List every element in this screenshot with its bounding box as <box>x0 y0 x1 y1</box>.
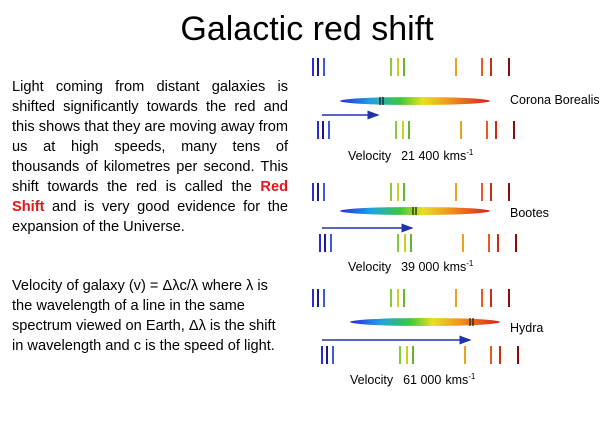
text: 61 000 <box>403 373 441 387</box>
text: 39 000 <box>401 260 439 274</box>
text: Light coming from distant galaxies is sh… <box>12 79 288 195</box>
spectrum <box>350 318 500 326</box>
text: kms <box>443 149 466 163</box>
text: -1 <box>468 372 476 381</box>
text: -1 <box>466 259 474 268</box>
text: kms <box>445 373 468 387</box>
text: -1 <box>466 148 474 157</box>
paragraph: Light coming from distant galaxies is sh… <box>12 77 288 237</box>
text: Velocity <box>348 260 392 274</box>
velocity-label: Velocity 39 000 kms-1 <box>348 259 474 274</box>
text: and is very good evidence for the expans… <box>12 199 288 235</box>
text: 21 400 <box>401 149 439 163</box>
highlight: Red Shift <box>12 179 288 215</box>
galaxy-name: Hydra <box>510 321 543 335</box>
velocity-label: Velocity 21 400 kms-1 <box>348 148 474 163</box>
galaxy-name: Corona Borealis <box>510 93 600 107</box>
text: Velocity <box>350 373 394 387</box>
text: Velocity <box>348 149 392 163</box>
slide-title: Galactic red shift <box>180 10 434 48</box>
paragraph: Velocity of galaxy (v) = Δλc/λ where λ i… <box>12 278 276 354</box>
text: kms <box>443 260 466 274</box>
galaxy-name: Bootes <box>510 206 549 220</box>
spectrum <box>340 97 490 105</box>
spectrum <box>340 207 490 215</box>
velocity-label: Velocity 61 000 kms-1 <box>350 372 476 387</box>
